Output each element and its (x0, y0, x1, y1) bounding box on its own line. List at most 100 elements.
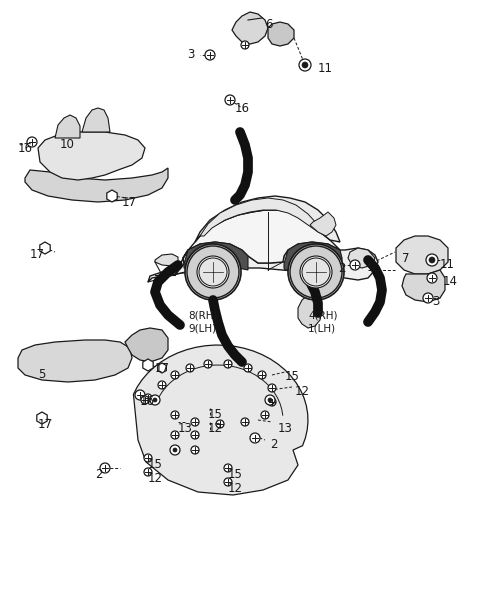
Circle shape (191, 446, 199, 454)
Text: 12: 12 (228, 482, 243, 495)
Circle shape (258, 371, 266, 379)
Text: 16: 16 (140, 395, 155, 408)
Text: 3: 3 (432, 295, 439, 308)
Circle shape (173, 448, 177, 452)
Polygon shape (125, 328, 168, 362)
Circle shape (302, 62, 308, 68)
Circle shape (171, 411, 179, 419)
Polygon shape (155, 254, 178, 266)
Text: 15: 15 (228, 468, 243, 481)
Text: 5: 5 (38, 368, 46, 381)
Text: 14: 14 (443, 275, 458, 288)
Text: 12: 12 (208, 422, 223, 435)
Circle shape (100, 463, 110, 473)
Circle shape (150, 395, 160, 405)
Polygon shape (268, 22, 294, 46)
Polygon shape (40, 242, 50, 254)
Text: 11: 11 (318, 62, 333, 75)
Text: 10: 10 (60, 138, 75, 151)
Polygon shape (148, 242, 378, 282)
Circle shape (288, 244, 344, 300)
Polygon shape (184, 242, 248, 270)
Polygon shape (298, 295, 322, 328)
Text: 13: 13 (278, 422, 293, 435)
Circle shape (27, 137, 37, 147)
Circle shape (191, 418, 199, 426)
Circle shape (135, 390, 145, 400)
Polygon shape (284, 242, 342, 272)
Circle shape (170, 445, 180, 455)
Circle shape (224, 464, 232, 472)
Circle shape (261, 411, 269, 419)
Polygon shape (82, 108, 110, 132)
Circle shape (350, 260, 360, 270)
Text: 16: 16 (235, 102, 250, 115)
Text: 3: 3 (187, 48, 194, 61)
Text: 17: 17 (122, 196, 137, 209)
Polygon shape (38, 132, 145, 180)
Circle shape (426, 254, 438, 266)
Circle shape (185, 244, 241, 300)
Circle shape (205, 50, 215, 60)
Circle shape (191, 431, 199, 439)
Circle shape (187, 246, 239, 298)
Circle shape (299, 59, 311, 71)
Circle shape (224, 360, 232, 368)
Circle shape (199, 258, 227, 286)
Text: 9(LH): 9(LH) (188, 323, 216, 333)
Circle shape (427, 273, 437, 283)
Circle shape (268, 384, 276, 392)
Circle shape (171, 431, 179, 439)
Text: 2: 2 (270, 438, 277, 451)
Polygon shape (195, 196, 340, 242)
Circle shape (265, 395, 275, 405)
Circle shape (144, 454, 152, 462)
Text: 12: 12 (295, 385, 310, 398)
Circle shape (241, 41, 249, 49)
Polygon shape (402, 270, 445, 302)
Text: 17: 17 (38, 418, 53, 431)
Text: 12: 12 (148, 472, 163, 485)
Circle shape (144, 468, 152, 476)
Polygon shape (37, 412, 47, 424)
Circle shape (186, 364, 194, 372)
Polygon shape (348, 248, 375, 268)
Circle shape (423, 293, 433, 303)
Text: 6: 6 (265, 18, 273, 31)
Text: 15: 15 (285, 370, 300, 383)
Circle shape (158, 381, 166, 389)
Text: 15: 15 (208, 408, 223, 421)
Circle shape (244, 364, 252, 372)
Circle shape (268, 398, 276, 406)
Circle shape (429, 257, 435, 263)
Polygon shape (232, 12, 268, 44)
Polygon shape (107, 190, 117, 202)
Circle shape (300, 256, 332, 288)
Polygon shape (310, 212, 336, 236)
Circle shape (224, 478, 232, 486)
Text: 13: 13 (178, 422, 193, 435)
Text: 1(LH): 1(LH) (308, 323, 336, 333)
Circle shape (144, 394, 152, 402)
Text: 16: 16 (18, 142, 33, 155)
Polygon shape (133, 345, 308, 495)
Polygon shape (143, 359, 153, 371)
Circle shape (225, 95, 235, 105)
Text: 8(RH): 8(RH) (188, 310, 217, 320)
Text: 17: 17 (30, 248, 45, 261)
Polygon shape (25, 168, 168, 202)
Polygon shape (18, 340, 132, 382)
Circle shape (302, 258, 330, 286)
Circle shape (250, 433, 260, 443)
Polygon shape (55, 115, 80, 138)
Polygon shape (157, 363, 167, 373)
Circle shape (141, 396, 149, 404)
Text: 17: 17 (155, 362, 170, 375)
Text: 11: 11 (440, 258, 455, 271)
Text: 4(RH): 4(RH) (308, 310, 337, 320)
Text: 15: 15 (148, 458, 163, 471)
Text: 2: 2 (338, 262, 346, 275)
Circle shape (290, 246, 342, 298)
Text: 7: 7 (402, 252, 409, 265)
Polygon shape (175, 210, 340, 275)
